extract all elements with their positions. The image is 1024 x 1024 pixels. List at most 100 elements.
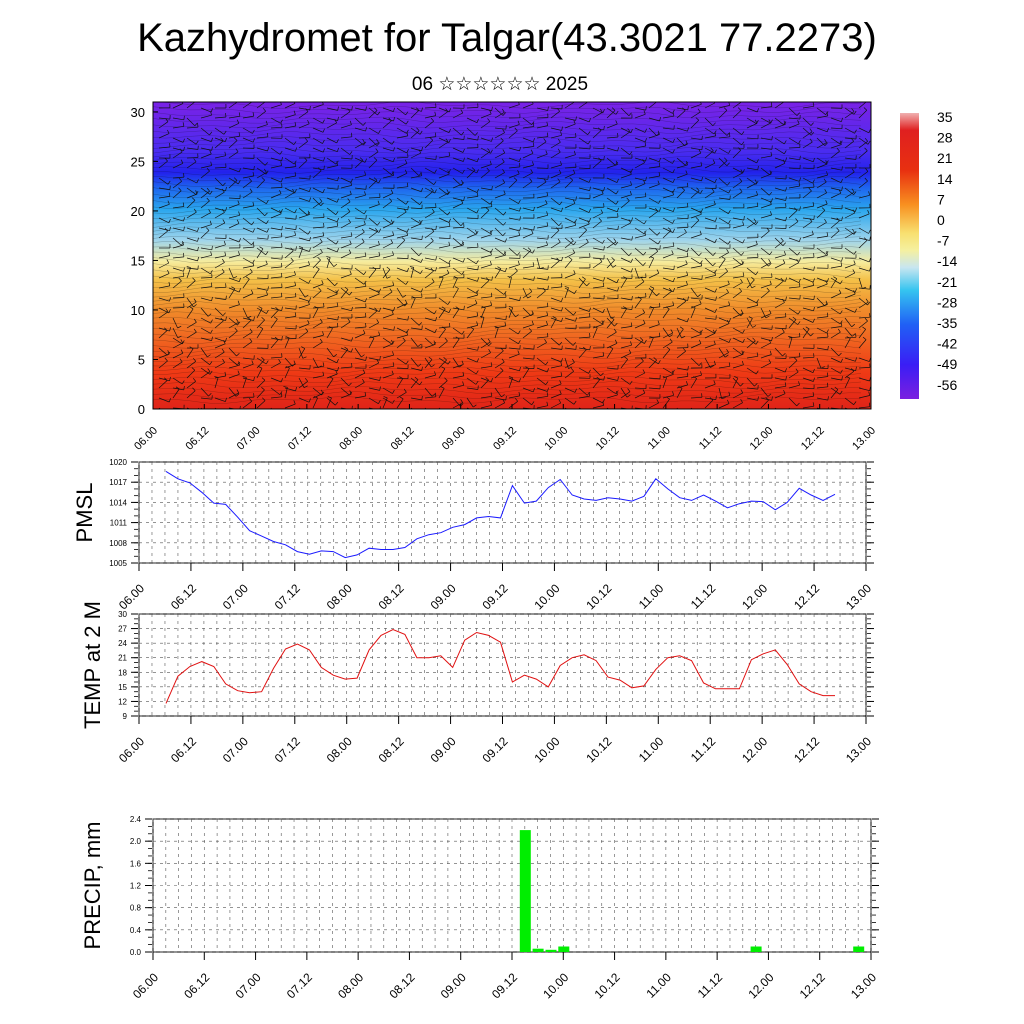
wind-barb-feather: [195, 190, 198, 195]
wind-barb-feather: [783, 389, 786, 394]
wind-barb: [410, 377, 420, 386]
wind-barb: [718, 283, 730, 289]
wind-barb: [172, 244, 184, 249]
wind-barb: [228, 237, 240, 243]
wind-barb: [228, 102, 238, 109]
wind-barb-feather: [588, 208, 591, 213]
wind-barb: [634, 183, 646, 189]
wind-barb-feather: [724, 354, 729, 358]
wind-barb: [844, 157, 856, 160]
wind-barb: [242, 205, 254, 209]
wind-barb: [158, 230, 168, 239]
wind-barb: [522, 152, 534, 159]
wind-barb: [438, 155, 450, 159]
wind-barb-feather: [785, 296, 787, 301]
wind-barb: [578, 127, 588, 135]
wind-barb-feather: [378, 288, 381, 293]
wind-barb: [620, 337, 633, 339]
wind-barb-feather: [236, 119, 240, 124]
wind-barb-feather: [378, 331, 381, 336]
wind-barb-feather: [673, 207, 675, 212]
wind-barb: [718, 177, 728, 186]
wind-barb-feather: [796, 402, 800, 407]
wind-barb-feather: [531, 121, 535, 125]
wind-barb: [158, 297, 170, 302]
wind-barb-feather: [348, 382, 352, 387]
wind-barb-feather: [165, 118, 169, 122]
wind-barb: [298, 187, 310, 192]
x-tick-label: 10.00: [531, 734, 562, 765]
wind-barb: [592, 206, 605, 209]
wind-barb-feather: [825, 300, 828, 305]
wind-barb: [718, 365, 730, 369]
wind-barb: [592, 107, 603, 114]
x-tick-label: 09.00: [428, 581, 459, 612]
wind-barb-feather: [653, 357, 657, 361]
wind-barb-feather: [617, 147, 619, 152]
wind-barb-feather: [698, 149, 702, 154]
wind-barb-feather: [281, 292, 283, 297]
wind-barb-feather: [181, 102, 184, 104]
wind-barb-feather: [378, 400, 381, 404]
wind-barb: [424, 120, 434, 129]
wind-barb-feather: [644, 142, 647, 147]
wind-barb: [354, 224, 366, 229]
wind-barb-feather: [335, 401, 339, 406]
wind-barb: [284, 166, 296, 169]
wind-barb: [508, 277, 512, 289]
wind-barb: [816, 163, 828, 169]
wind-barb-feather: [460, 222, 464, 226]
wind-barb-feather: [658, 172, 661, 177]
wind-barb: [858, 287, 870, 290]
wind-barb-feather: [519, 216, 521, 221]
wind-barb-feather: [319, 238, 323, 243]
y-tick-label: 2.4: [130, 815, 142, 824]
wind-barb: [172, 275, 184, 279]
wind-barb: [480, 317, 485, 329]
wind-barb: [774, 162, 786, 169]
wind-barb-feather: [197, 227, 199, 232]
wind-barb-feather: [344, 286, 349, 290]
x-tick-label: 06.12: [168, 581, 199, 612]
wind-barb-feather: [547, 387, 549, 392]
wind-barb-feather: [252, 228, 255, 233]
wind-barb-feather: [742, 329, 745, 334]
wind-barb-feather: [307, 300, 310, 305]
wind-barb: [214, 137, 226, 143]
wind-barb-feather: [755, 240, 758, 245]
contour-line: [153, 331, 862, 339]
wind-barb-feather: [406, 328, 409, 333]
wind-barb-feather: [852, 228, 855, 233]
wind-barb: [494, 217, 504, 226]
wind-barb-feather: [211, 336, 213, 341]
wind-barb-feather: [727, 240, 731, 245]
wind-barb: [830, 137, 841, 145]
wind-barb-feather: [555, 227, 560, 231]
wind-barb-feather: [672, 169, 675, 174]
wind-barb: [480, 164, 492, 169]
wind-barb: [858, 141, 868, 149]
wind-barb-feather: [574, 221, 577, 226]
colorbar-label: -14: [937, 253, 957, 269]
wind-barb: [676, 189, 685, 199]
wind-barb: [368, 293, 380, 299]
wind-barb-feather: [399, 396, 404, 400]
wind-barb: [326, 107, 338, 111]
wind-barb: [578, 387, 588, 396]
wind-barb-feather: [559, 201, 563, 206]
wind-barb-feather: [545, 361, 549, 366]
wind-barb: [550, 127, 562, 131]
wind-barb-feather: [486, 167, 490, 172]
wind-barb: [816, 336, 829, 339]
wind-barb-feather: [728, 149, 731, 154]
wind-barb-feather: [223, 240, 226, 245]
precip-bar: [853, 946, 865, 952]
wind-barb: [298, 177, 310, 180]
wind-barb-feather: [481, 306, 486, 309]
wind-barb-feather: [293, 400, 296, 405]
wind-barb-feather: [740, 389, 744, 394]
wind-barb: [578, 102, 589, 109]
wind-barb-feather: [734, 376, 739, 379]
wind-barb-feather: [405, 281, 409, 285]
wind-barb: [746, 377, 755, 387]
